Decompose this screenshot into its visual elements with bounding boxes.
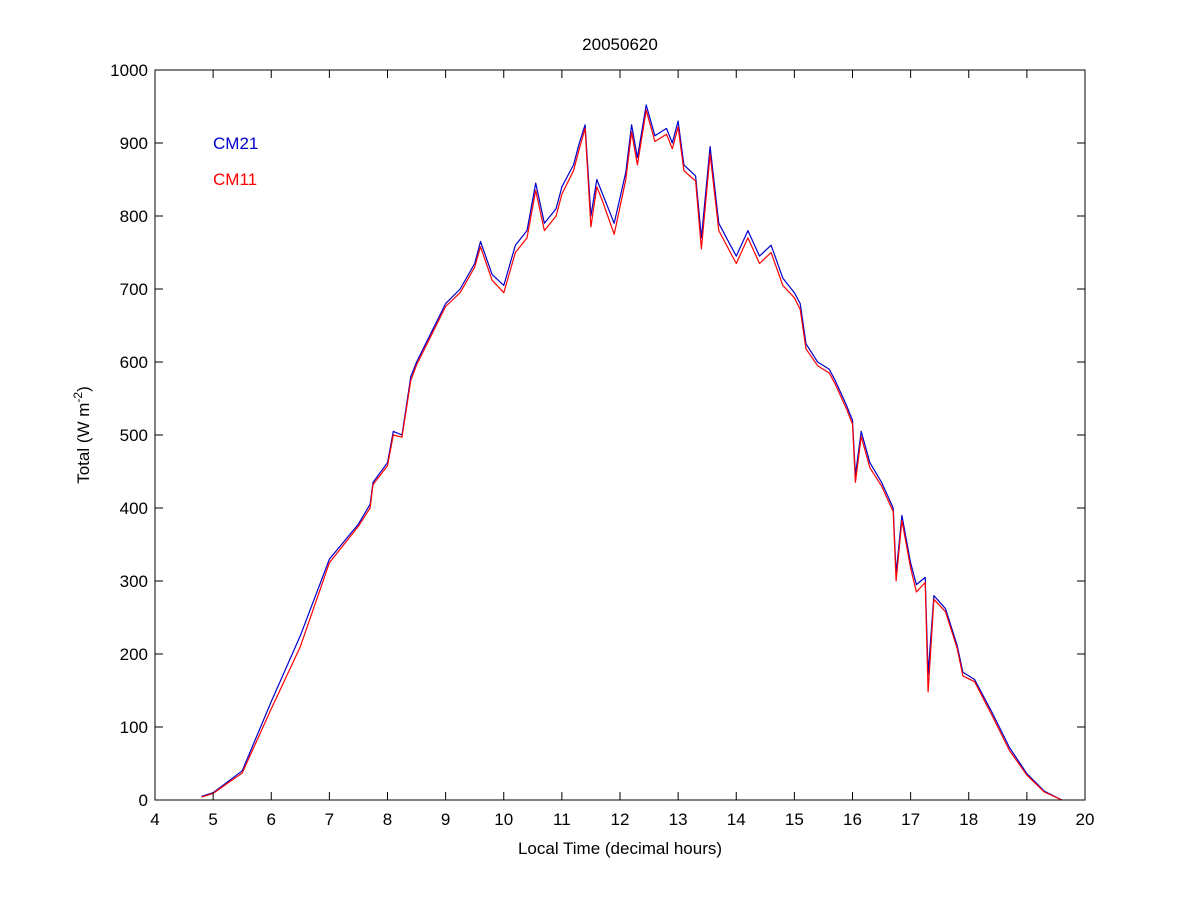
y-axis-label-main: Total (W m — [74, 403, 93, 484]
y-tick-label: 200 — [120, 645, 148, 664]
y-tick-label: 700 — [120, 280, 148, 299]
y-tick-label: 1000 — [110, 61, 148, 80]
legend-cm21: CM21 — [213, 134, 258, 153]
x-tick-label: 12 — [611, 810, 630, 829]
x-axis-label: Local Time (decimal hours) — [518, 839, 722, 858]
x-tick-label: 11 — [553, 810, 571, 829]
x-tick-label: 18 — [959, 810, 978, 829]
series-line-cm21 — [201, 104, 1063, 801]
legend-cm11: CM11 — [213, 170, 257, 189]
y-tick-label: 400 — [120, 499, 148, 518]
y-tick-label: 600 — [120, 353, 148, 372]
y-axis-label: Total (W m-2) — [71, 386, 93, 484]
axis-ticks: 4 5 6 7 8 9 10 11 12 13 14 15 16 17 18 19 20010020030040… — [110, 61, 1094, 829]
y-tick-label: 0 — [139, 791, 148, 810]
x-tick-label: 9 — [441, 810, 450, 829]
x-tick-label: 17 — [901, 810, 920, 829]
plot-frame — [154, 69, 1086, 801]
y-tick-label: 800 — [120, 207, 148, 226]
x-tick-label: 20 — [1076, 810, 1095, 829]
x-tick-label: 14 — [727, 810, 746, 829]
x-tick-label: 19 — [1017, 810, 1036, 829]
series-layer — [201, 104, 1063, 801]
y-axis-label-sup: -2 — [71, 392, 85, 403]
x-tick-label: 15 — [785, 810, 804, 829]
y-tick-label: 300 — [120, 572, 148, 591]
x-tick-label: 6 — [267, 810, 276, 829]
series-line-cm11 — [201, 109, 1063, 801]
x-tick-label: 10 — [494, 810, 513, 829]
x-tick-label: 5 — [208, 810, 217, 829]
x-tick-label: 13 — [669, 810, 688, 829]
y-tick-label: 500 — [120, 426, 148, 445]
x-tick-label: 7 — [325, 810, 334, 829]
y-axis-label-end: ) — [74, 386, 93, 392]
chart-title: 20050620 — [582, 35, 658, 54]
y-tick-label: 900 — [120, 134, 148, 153]
x-tick-label: 8 — [383, 810, 392, 829]
y-tick-label: 100 — [120, 718, 148, 737]
x-tick-label: 4 — [150, 810, 159, 829]
x-tick-label: 16 — [843, 810, 862, 829]
